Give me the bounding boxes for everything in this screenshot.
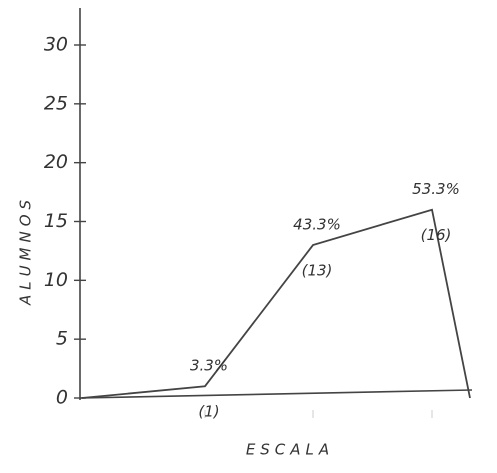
x-axis xyxy=(79,389,473,399)
y-tick-label: 5 xyxy=(56,328,68,350)
y-tick-label: 20 xyxy=(44,151,68,173)
y-tick-label: 10 xyxy=(44,269,68,291)
line xyxy=(81,208,471,399)
annotation: 53.3% xyxy=(412,180,460,198)
y-axis-title: ALUMNOS xyxy=(17,195,35,306)
annotation: 3.3% xyxy=(190,357,228,375)
y-tick-label: 30 xyxy=(44,34,68,56)
y-tick-label: 15 xyxy=(44,210,68,232)
annotation: 43.3% xyxy=(293,216,341,234)
value-label: (16) xyxy=(421,226,452,244)
y-tick-label: 0 xyxy=(56,387,68,409)
x-axis-title: ESCALA xyxy=(246,441,334,459)
value-label: (1) xyxy=(198,403,219,421)
y-tick-label: 25 xyxy=(44,92,68,114)
value-label: (13) xyxy=(302,262,333,280)
